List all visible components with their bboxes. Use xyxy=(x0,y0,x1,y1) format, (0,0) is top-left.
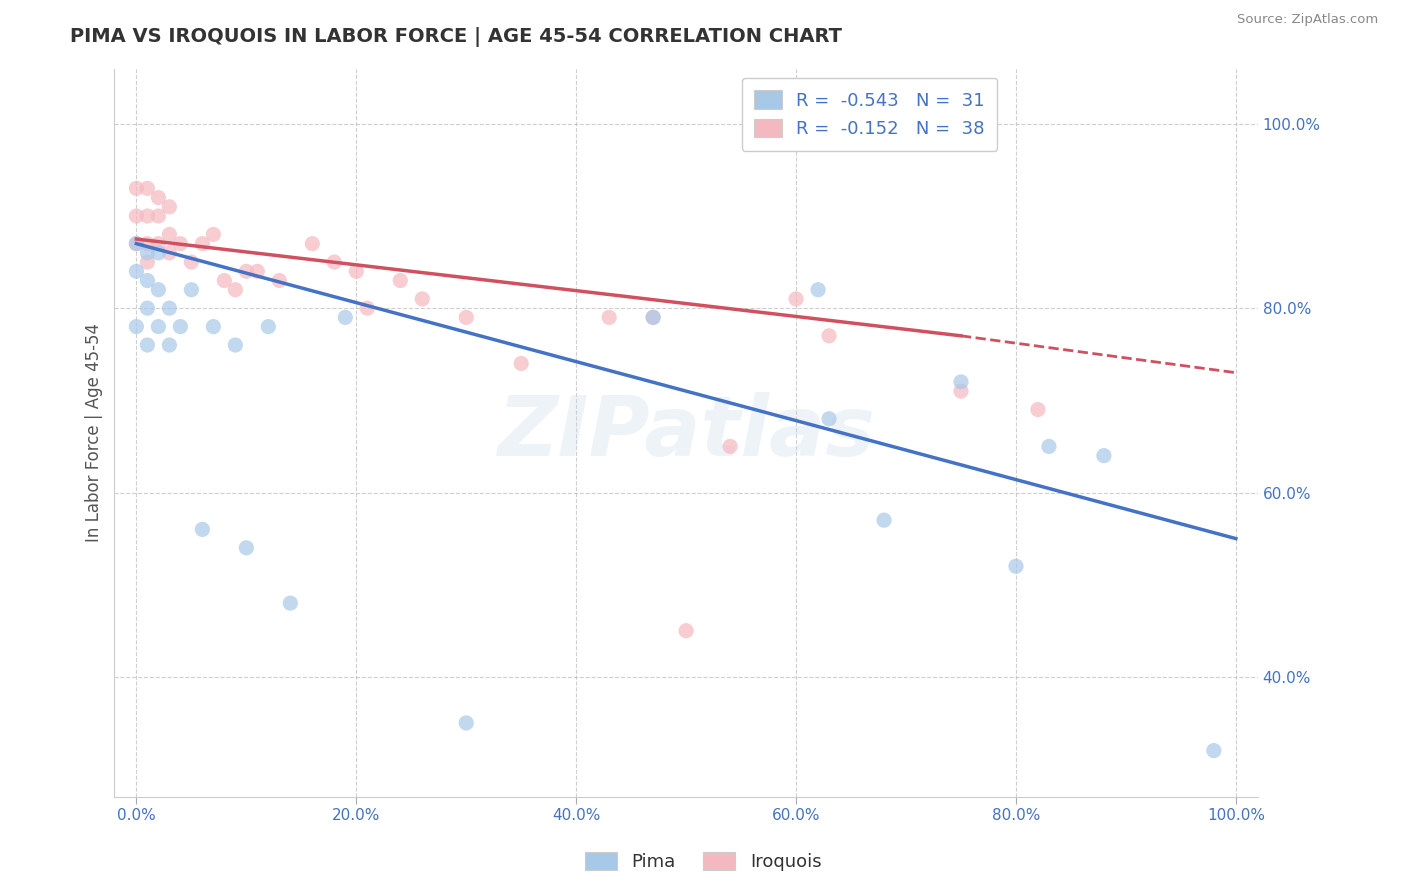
Point xyxy=(785,292,807,306)
Legend: Pima, Iroquois: Pima, Iroquois xyxy=(578,845,828,879)
Point xyxy=(148,190,170,204)
Point xyxy=(169,236,191,251)
Point xyxy=(235,541,257,555)
Point xyxy=(335,310,357,325)
Point xyxy=(202,227,225,242)
Point xyxy=(136,273,159,287)
Point xyxy=(136,255,159,269)
Point xyxy=(148,283,170,297)
Point xyxy=(323,255,346,269)
Point xyxy=(157,227,180,242)
Point xyxy=(949,384,972,398)
Point xyxy=(148,209,170,223)
Point xyxy=(136,301,159,315)
Point xyxy=(180,283,202,297)
Point xyxy=(157,301,180,315)
Point xyxy=(301,236,323,251)
Point xyxy=(148,245,170,260)
Point xyxy=(873,513,896,527)
Point xyxy=(157,245,180,260)
Point xyxy=(157,338,180,352)
Point xyxy=(807,283,830,297)
Point xyxy=(125,236,148,251)
Point xyxy=(456,310,478,325)
Text: Source: ZipAtlas.com: Source: ZipAtlas.com xyxy=(1237,13,1378,27)
Point xyxy=(456,715,478,730)
Text: PIMA VS IROQUOIS IN LABOR FORCE | AGE 45-54 CORRELATION CHART: PIMA VS IROQUOIS IN LABOR FORCE | AGE 45… xyxy=(70,27,842,46)
Y-axis label: In Labor Force | Age 45-54: In Labor Force | Age 45-54 xyxy=(86,323,103,542)
Point xyxy=(235,264,257,278)
Point xyxy=(949,375,972,389)
Point xyxy=(148,319,170,334)
Point xyxy=(389,273,412,287)
Point xyxy=(157,200,180,214)
Point xyxy=(169,319,191,334)
Point xyxy=(818,411,841,425)
Point xyxy=(344,264,367,278)
Point xyxy=(125,181,148,195)
Point xyxy=(136,236,159,251)
Point xyxy=(643,310,665,325)
Point xyxy=(269,273,291,287)
Legend: R =  -0.543   N =  31, R =  -0.152   N =  38: R = -0.543 N = 31, R = -0.152 N = 38 xyxy=(742,78,997,151)
Point xyxy=(191,522,214,536)
Point xyxy=(125,209,148,223)
Point xyxy=(202,319,225,334)
Point xyxy=(125,264,148,278)
Point xyxy=(246,264,269,278)
Point xyxy=(356,301,378,315)
Point xyxy=(411,292,433,306)
Point xyxy=(1202,743,1225,757)
Point xyxy=(675,624,697,638)
Point xyxy=(214,273,236,287)
Point xyxy=(148,236,170,251)
Point xyxy=(136,181,159,195)
Point xyxy=(191,236,214,251)
Point xyxy=(224,283,246,297)
Point xyxy=(643,310,665,325)
Point xyxy=(718,439,741,453)
Point xyxy=(1092,449,1115,463)
Point xyxy=(180,255,202,269)
Point xyxy=(818,328,841,343)
Point xyxy=(136,338,159,352)
Point xyxy=(510,356,533,370)
Point xyxy=(125,236,148,251)
Point xyxy=(257,319,280,334)
Point xyxy=(278,596,301,610)
Point xyxy=(1026,402,1049,417)
Point xyxy=(125,319,148,334)
Point xyxy=(224,338,246,352)
Point xyxy=(1005,559,1028,574)
Point xyxy=(136,209,159,223)
Point xyxy=(1038,439,1060,453)
Point xyxy=(136,245,159,260)
Text: ZIPatlas: ZIPatlas xyxy=(498,392,875,473)
Point xyxy=(598,310,620,325)
